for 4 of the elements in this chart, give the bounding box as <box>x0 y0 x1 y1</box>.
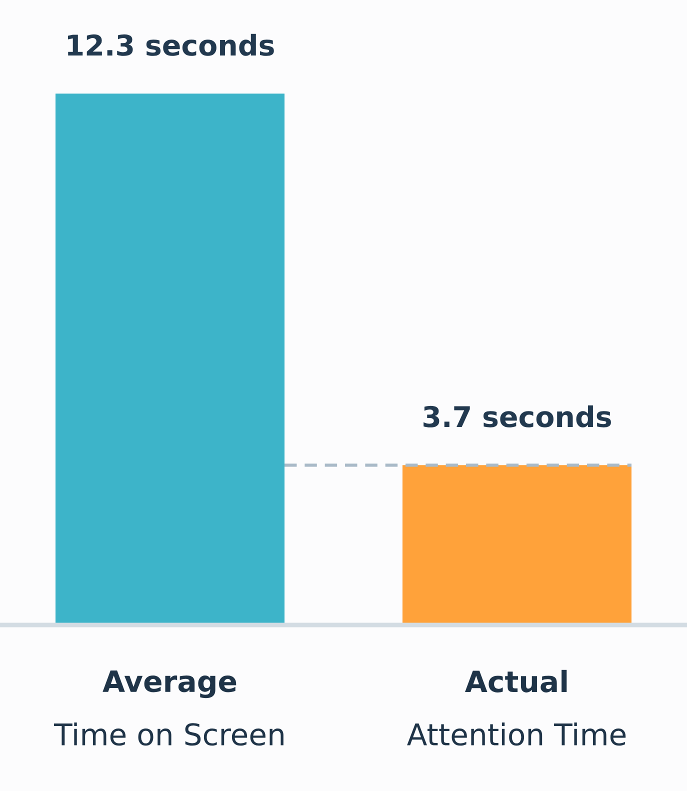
x-tick-label: Actual Attention Time <box>407 670 626 746</box>
x-tick-label: Average Time on Screen <box>54 670 284 746</box>
data-label: 12.3 seconds <box>68 34 274 56</box>
data-label: 3.7 seconds <box>424 405 611 428</box>
